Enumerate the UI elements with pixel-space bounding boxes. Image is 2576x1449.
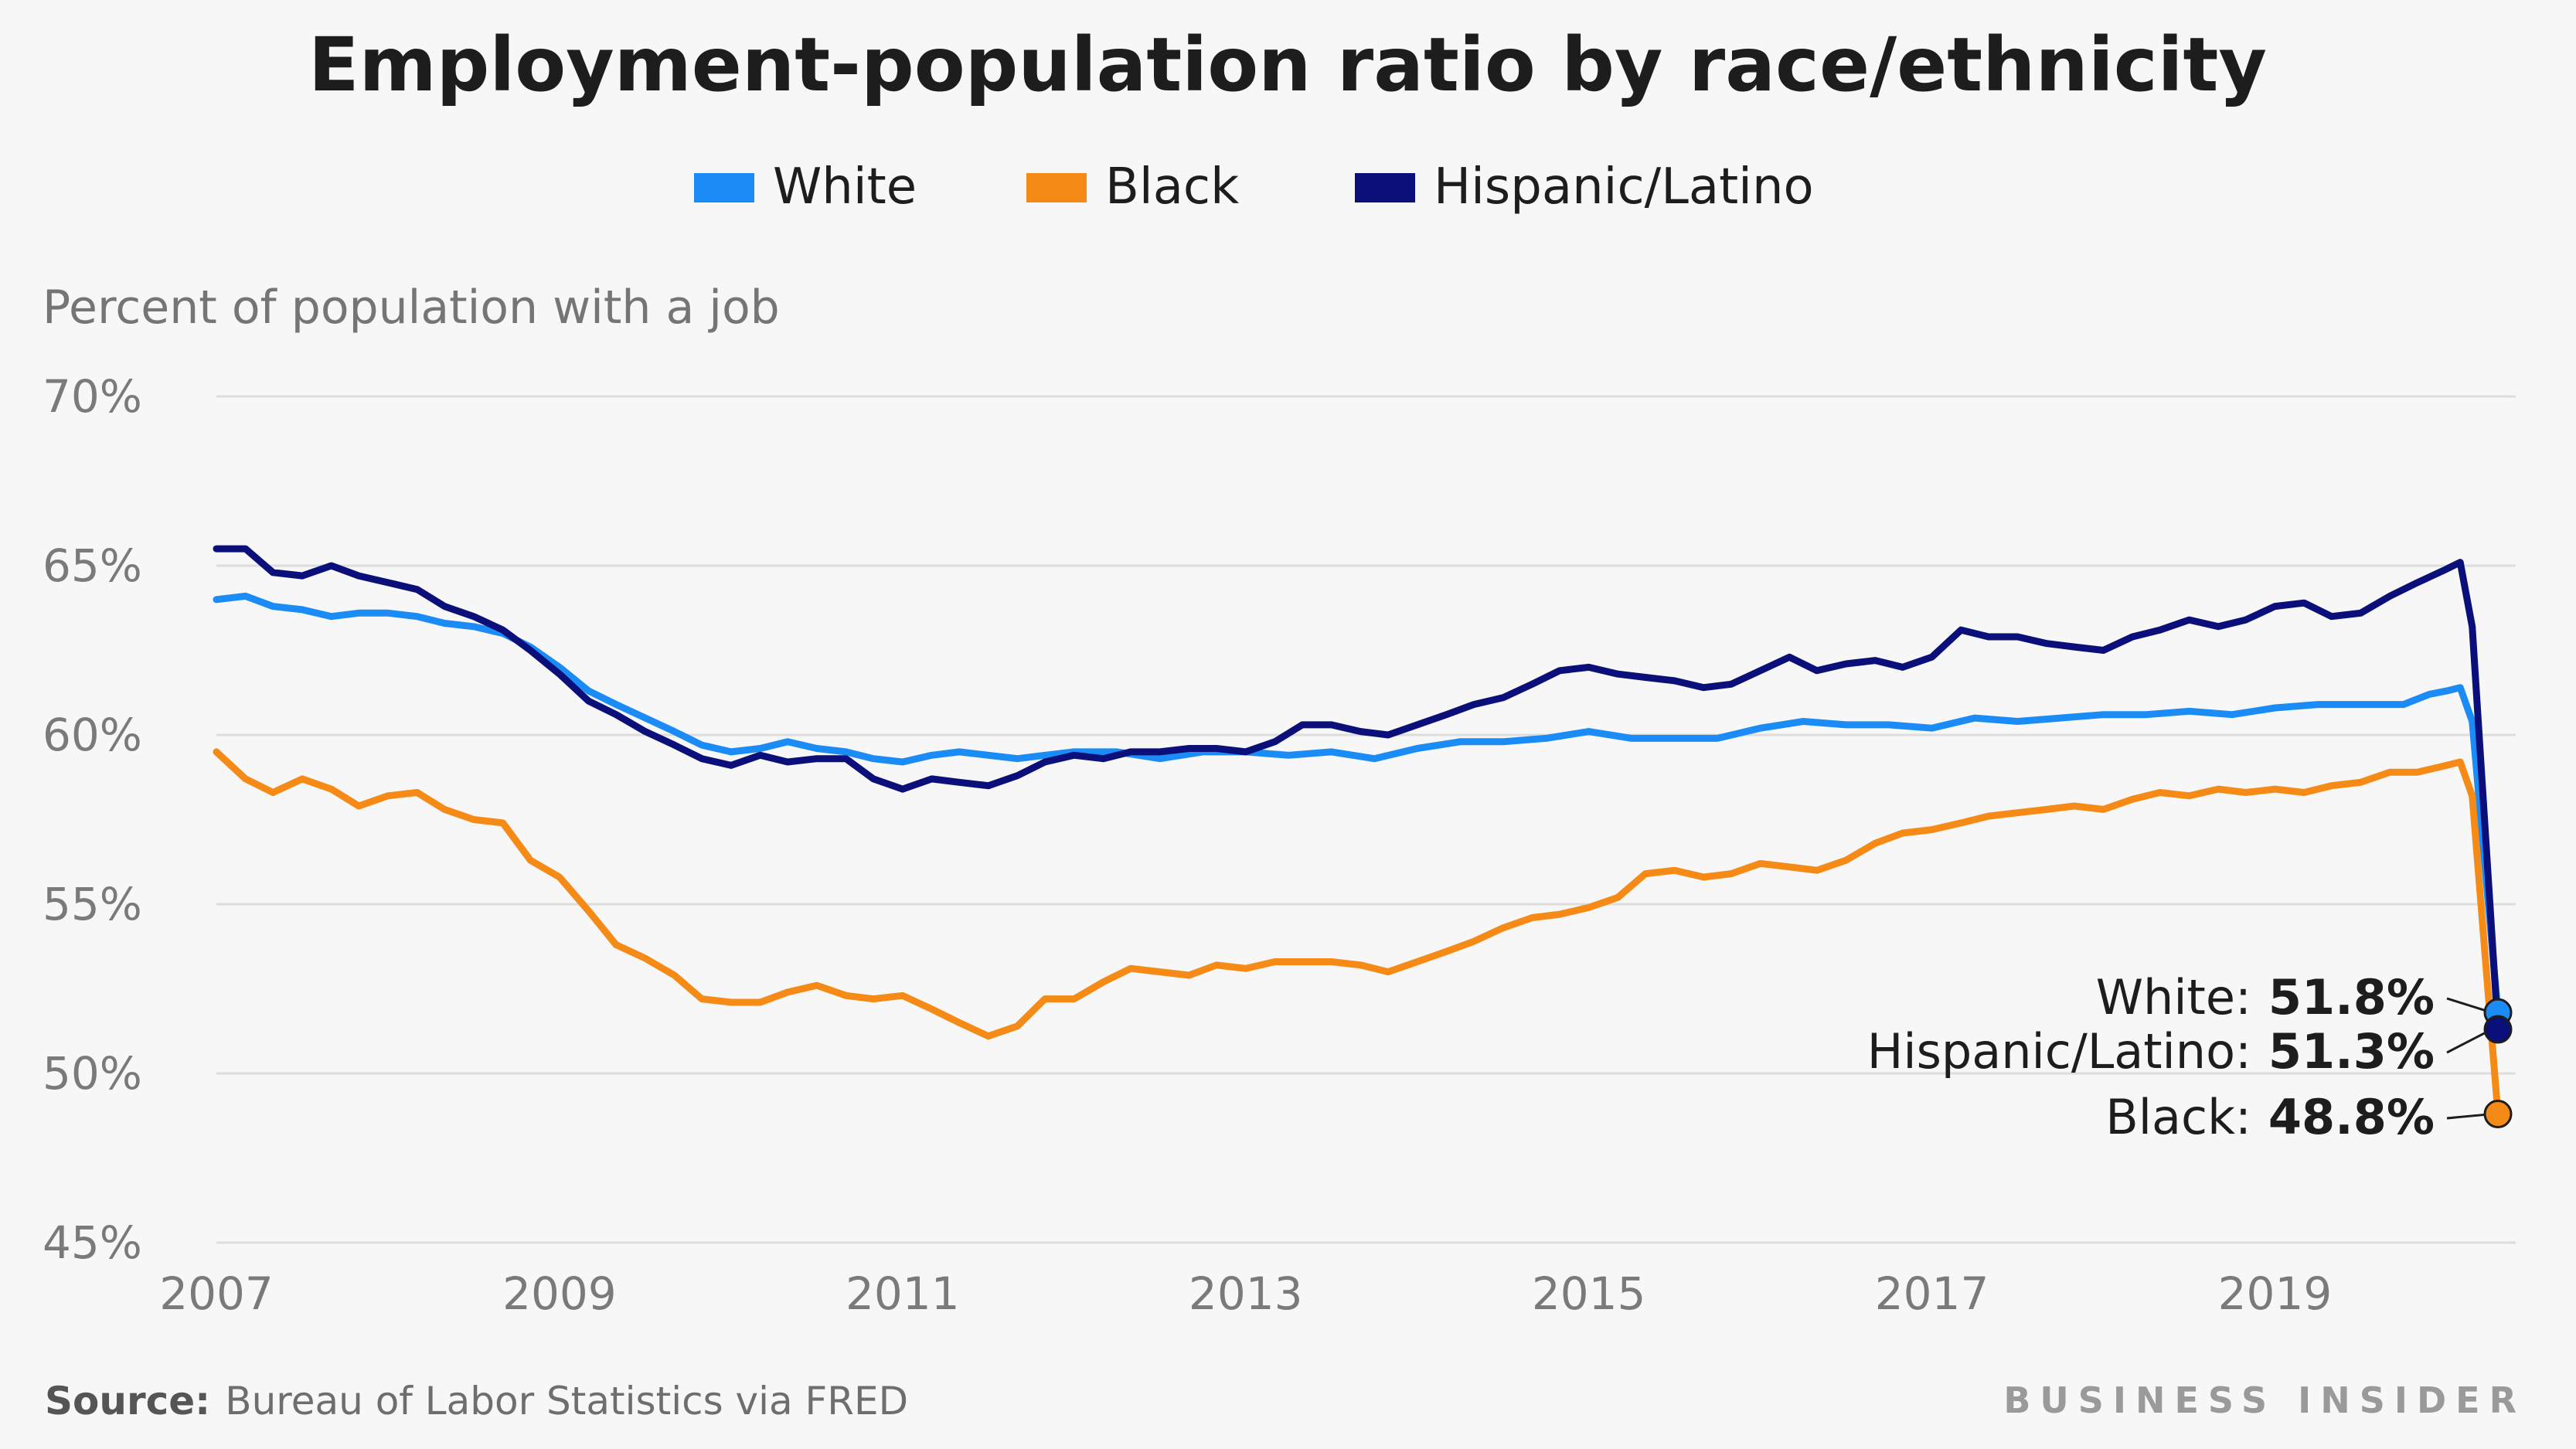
- y-tick-label: 45%: [43, 1216, 142, 1269]
- end-label-name: Hispanic/Latino:: [1867, 1023, 2251, 1080]
- x-axis-ticks: 2007 2009 2011 2013 2015 2017 2019: [159, 1267, 2332, 1320]
- y-axis-ticks: 70% 65% 60% 55% 50% 45%: [43, 370, 142, 1269]
- legend-swatch: [1355, 173, 1415, 202]
- legend-swatch: [694, 173, 754, 202]
- legend-label: Black: [1105, 158, 1239, 216]
- x-tick-label: 2015: [1532, 1267, 1646, 1320]
- y-axis-label: Percent of population with a job: [43, 281, 780, 335]
- y-tick-label: 50%: [43, 1047, 142, 1100]
- legend-label: White: [773, 158, 917, 216]
- end-label-white: White: 51.8%: [2096, 969, 2435, 1026]
- x-tick-label: 2017: [1875, 1267, 1989, 1320]
- chart-title: Employment-population ratio by race/ethn…: [308, 22, 2267, 108]
- end-label-black: Black: 48.8%: [2105, 1089, 2435, 1145]
- series-line-white: [213, 592, 2502, 1016]
- y-tick-label: 65%: [43, 539, 142, 592]
- end-label-hispanic-latino: Hispanic/Latino: 51.3%: [1867, 1023, 2435, 1080]
- legend-label: Hispanic/Latino: [1434, 158, 1814, 216]
- end-label-name: Black:: [2105, 1089, 2251, 1145]
- end-label-name: White:: [2096, 969, 2251, 1026]
- source-note: Source: Bureau of Labor Statistics via F…: [45, 1379, 908, 1423]
- x-tick-label: 2013: [1189, 1267, 1303, 1320]
- y-tick-label: 55%: [43, 878, 142, 930]
- x-tick-label: 2007: [159, 1267, 274, 1320]
- source-key: Source:: [45, 1379, 210, 1423]
- series-line-hispanic-latino: [213, 545, 2502, 1033]
- legend-swatch: [1026, 173, 1087, 202]
- legend: White Black Hispanic/Latino: [694, 158, 1814, 216]
- series-line-black: [213, 748, 2502, 1118]
- brand-logo: BUSINESS INSIDER: [2003, 1379, 2526, 1421]
- source-text: Bureau of Labor Statistics via FRED: [225, 1379, 908, 1423]
- x-tick-label: 2019: [2218, 1267, 2333, 1320]
- x-tick-label: 2009: [502, 1267, 617, 1320]
- series-lines: [213, 545, 2502, 1118]
- y-tick-label: 70%: [43, 370, 142, 423]
- x-tick-label: 2011: [846, 1267, 960, 1320]
- end-labels: White: 51.8% Hispanic/Latino: 51.3% Black: 48…: [1867, 969, 2513, 1145]
- end-point-dot: [2483, 1100, 2513, 1129]
- y-tick-label: 60%: [43, 709, 142, 761]
- end-label-value: 51.8%: [2268, 969, 2435, 1026]
- end-point-dot: [2483, 1015, 2513, 1044]
- end-label-value: 51.3%: [2268, 1023, 2435, 1080]
- end-label-value: 48.8%: [2268, 1089, 2435, 1145]
